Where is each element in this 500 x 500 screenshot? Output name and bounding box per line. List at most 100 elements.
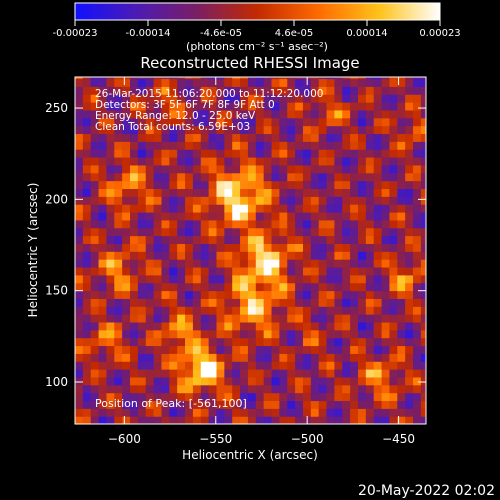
heatmap-cell	[271, 361, 280, 370]
heatmap-cell	[106, 298, 115, 307]
x-tick-label: −550	[199, 432, 232, 446]
heatmap-cell	[310, 243, 320, 252]
heatmap-cell	[342, 321, 351, 331]
heatmap-cell	[192, 156, 202, 166]
heatmap-cell	[185, 188, 194, 197]
heatmap-cell	[413, 196, 422, 205]
heatmap-cell	[224, 196, 233, 205]
heatmap-cell	[405, 361, 414, 370]
heatmap-cell	[216, 204, 225, 213]
colorbar-unit-label: (photons cm⁻² s⁻¹ asec⁻²)	[186, 40, 328, 53]
heatmap-cell	[373, 235, 383, 244]
heatmap-cell	[279, 266, 288, 276]
heatmap-cell	[397, 298, 406, 307]
heatmap-cell	[302, 149, 312, 158]
heatmap-cell	[82, 133, 92, 142]
heatmap-cell	[153, 188, 163, 197]
heatmap-cell	[169, 188, 178, 197]
heatmap-cell	[357, 266, 367, 276]
heatmap-cell	[310, 298, 320, 307]
heatmap-cell	[122, 369, 131, 378]
heatmap-cell	[334, 77, 343, 80]
heatmap-cell	[247, 329, 257, 339]
heatmap-cell	[373, 345, 383, 354]
heatmap-cell	[90, 408, 100, 417]
heatmap-cell	[106, 400, 115, 409]
heatmap-cell	[271, 109, 280, 119]
heatmap-cell	[357, 321, 367, 331]
heatmap-cell	[279, 196, 288, 205]
heatmap-cell	[310, 400, 320, 409]
heatmap-cell	[389, 416, 398, 424]
heatmap-cell	[357, 117, 367, 127]
heatmap-cell	[318, 156, 328, 166]
heatmap-cell	[381, 227, 391, 237]
heatmap-cell	[153, 204, 163, 213]
heatmap-cell	[397, 416, 406, 424]
plot-frame	[74, 76, 427, 425]
heatmap-cell	[153, 361, 163, 370]
heatmap-cell	[326, 109, 336, 119]
heatmap-cell	[357, 392, 367, 402]
heatmap-cell	[82, 369, 92, 378]
heatmap-cell	[232, 94, 241, 103]
heatmap-cell	[405, 376, 414, 386]
heatmap-cell	[381, 376, 391, 386]
heatmap-cell	[114, 298, 123, 307]
heatmap-cell	[114, 164, 123, 174]
heatmap-cell	[75, 235, 84, 244]
footer-date: 20-May-2022 02:02	[358, 483, 495, 499]
heatmap-cell	[137, 86, 147, 95]
heatmap-cell	[350, 219, 359, 229]
heatmap-cell	[295, 259, 304, 268]
heatmap-cell	[342, 392, 351, 402]
heatmap-cell	[373, 376, 383, 386]
heatmap-cell	[145, 416, 155, 424]
heatmap-cell	[342, 329, 351, 339]
heatmap-cell	[326, 416, 336, 424]
heatmap-cell	[420, 204, 426, 213]
heatmap-cell	[232, 164, 241, 174]
heatmap-cell	[373, 156, 383, 166]
heatmap-cell	[240, 282, 249, 292]
heatmap-cell	[161, 125, 170, 135]
heatmap-cell	[153, 314, 163, 323]
heatmap-cell	[263, 204, 273, 213]
heatmap-cell	[224, 400, 233, 409]
heatmap-cell	[326, 102, 336, 111]
heatmap-cell	[405, 227, 414, 237]
heatmap-cell	[106, 94, 115, 103]
heatmap-cell	[200, 282, 210, 292]
heatmap-cell	[216, 329, 225, 339]
heatmap-cell	[90, 125, 100, 135]
heatmap-cell	[310, 77, 320, 80]
heatmap-cell	[381, 77, 391, 80]
heatmap-cell	[381, 290, 391, 299]
heatmap-cell	[75, 102, 84, 111]
heatmap-cell	[145, 180, 155, 190]
heatmap-cell	[263, 274, 273, 284]
heatmap-cell	[82, 376, 92, 386]
heatmap-cell	[310, 117, 320, 127]
heatmap-cell	[153, 117, 163, 127]
heatmap-cell	[279, 109, 288, 119]
heatmap-cell	[240, 416, 249, 424]
heatmap-cell	[373, 392, 383, 402]
heatmap-cell	[365, 78, 375, 87]
heatmap-cell	[145, 117, 155, 127]
heatmap-cell	[287, 408, 296, 417]
heatmap-cell	[310, 109, 320, 119]
heatmap-cell	[326, 235, 336, 244]
heatmap-cell	[232, 337, 241, 347]
heatmap-cell	[287, 314, 296, 323]
heatmap-cell	[169, 141, 178, 150]
heatmap-cell	[130, 211, 139, 221]
heatmap-cell	[302, 321, 312, 331]
heatmap-cell	[153, 282, 163, 292]
heatmap-cell	[240, 196, 249, 205]
heatmap-cell	[153, 321, 163, 331]
heatmap-cell	[342, 172, 351, 182]
heatmap-cell	[208, 416, 218, 424]
heatmap-cell	[413, 251, 422, 260]
heatmap-cell	[279, 141, 288, 150]
